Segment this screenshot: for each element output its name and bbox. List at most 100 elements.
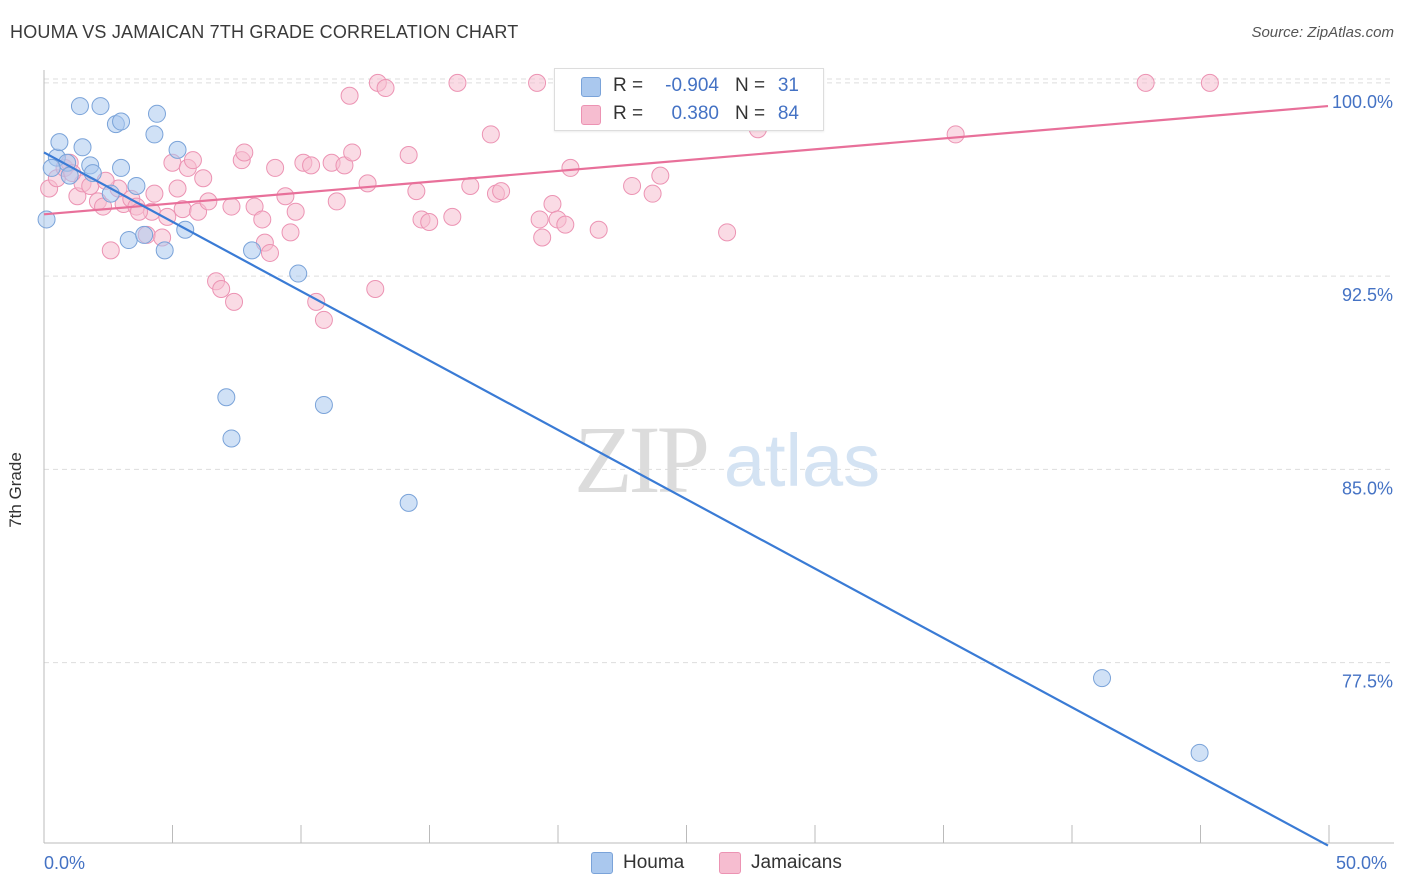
x-tick-label-max: 50.0% <box>1336 853 1388 873</box>
houma-point <box>135 225 154 244</box>
jamaicans-point <box>253 210 272 229</box>
correlation-row-houma: R = -0.904 N = 31 <box>555 73 823 101</box>
jamaicans-point <box>561 158 580 177</box>
houma-point <box>314 395 333 414</box>
watermark-atlas: atlas <box>724 419 880 502</box>
jamaicans-point <box>314 310 333 329</box>
houma-point <box>222 429 241 448</box>
houma-point <box>147 104 166 123</box>
jamaicans-point <box>623 176 642 195</box>
jamaicans-point <box>443 207 462 226</box>
houma-point <box>399 493 418 512</box>
series-legend: Houma Jamaicans <box>0 852 1406 878</box>
houma-swatch <box>581 77 601 97</box>
x-tick-label-min: 0.0% <box>44 853 86 873</box>
chart-title: HOUMA VS JAMAICAN 7TH GRADE CORRELATION … <box>10 22 519 42</box>
legend-item-jamaicans[interactable]: Jamaicans <box>719 852 842 874</box>
legend-item-houma[interactable]: Houma <box>591 852 684 874</box>
r-label: R = <box>613 103 644 124</box>
jamaicans-point <box>340 86 359 105</box>
legend-swatch-houma <box>591 852 613 874</box>
jamaicans-point <box>533 228 552 247</box>
watermark-zip: ZIP <box>574 406 707 513</box>
jamaicans-point <box>260 243 279 262</box>
jamaicans-point <box>366 280 385 299</box>
legend-label-houma: Houma <box>623 852 685 873</box>
jamaicans-point <box>1136 73 1155 92</box>
y-tick-label: 77.5% <box>1342 672 1393 692</box>
n-label: N = <box>735 103 766 124</box>
n-value: 31 <box>777 75 799 96</box>
houma-point <box>50 133 69 152</box>
jamaicans-point <box>589 220 608 239</box>
jamaicans-point <box>643 184 662 203</box>
houma-point <box>243 241 262 260</box>
jamaicans-point <box>235 143 254 162</box>
y-tick-label: 100.0% <box>1332 92 1393 112</box>
jamaicans-point <box>183 151 202 170</box>
r-label: R = <box>613 75 644 96</box>
jamaicans-point <box>376 79 395 98</box>
r-value: 0.380 <box>671 103 719 124</box>
jamaicans-point <box>302 156 321 175</box>
jamaicans-point <box>528 73 547 92</box>
legend-swatch-jamaicans <box>719 852 741 874</box>
jamaicans-point <box>448 73 467 92</box>
houma-point <box>112 158 131 177</box>
r-value: -0.904 <box>665 75 719 96</box>
houma-point <box>168 140 187 159</box>
jamaicans-point <box>358 174 377 193</box>
houma-point <box>217 388 236 407</box>
jamaicans-point <box>343 143 362 162</box>
y-tick-label: 92.5% <box>1342 285 1393 305</box>
houma-point <box>145 125 164 144</box>
houma-point <box>112 112 131 131</box>
y-tick-label: 85.0% <box>1342 478 1393 498</box>
houma-point <box>289 264 308 283</box>
houma-point <box>42 158 61 177</box>
houma-point <box>1190 743 1209 762</box>
jamaicans-point <box>530 210 549 229</box>
y-tick-labels: 100.0% 92.5% 85.0% 77.5% <box>1332 92 1393 692</box>
jamaicans-point <box>399 146 418 165</box>
houma-point <box>119 231 138 250</box>
jamaicans-trend-line <box>43 104 1329 216</box>
jamaicans-swatch <box>581 105 601 125</box>
jamaicans-point <box>286 202 305 221</box>
jamaicans-point <box>461 176 480 195</box>
jamaicans-point <box>481 125 500 144</box>
jamaicans-point <box>145 184 164 203</box>
legend-label-jamaicans: Jamaicans <box>751 852 842 873</box>
houma-point <box>37 210 56 229</box>
jamaicans-point <box>194 169 213 188</box>
houma-point <box>1093 669 1112 688</box>
houma-point <box>73 138 92 157</box>
n-value: 84 <box>777 103 799 124</box>
houma-point <box>70 97 89 116</box>
jamaicans-point <box>276 187 295 206</box>
jamaicans-point <box>543 194 562 213</box>
houma-point <box>91 97 110 116</box>
correlation-row-jamaicans: R = 0.380 N = 84 <box>555 101 823 129</box>
jamaicans-point <box>1200 73 1219 92</box>
jamaicans-point <box>556 215 575 234</box>
houma-point <box>155 241 174 260</box>
houma-points <box>37 97 1209 762</box>
jamaicans-point <box>651 166 670 185</box>
jamaicans-point <box>946 125 965 144</box>
jamaicans-point <box>225 292 244 311</box>
houma-trend-line <box>43 151 1329 847</box>
axes <box>43 70 1394 844</box>
jamaicans-point <box>212 280 231 299</box>
houma-point <box>127 176 146 195</box>
jamaicans-point <box>101 241 120 260</box>
n-label: N = <box>735 75 766 96</box>
jamaicans-point <box>718 223 737 242</box>
correlation-legend: R = -0.904 N = 31 R = 0.380 N = 84 <box>554 68 824 131</box>
jamaicans-point <box>327 192 346 211</box>
jamaicans-point <box>168 179 187 198</box>
jamaicans-point <box>222 197 241 216</box>
jamaicans-point <box>266 158 285 177</box>
watermark: ZIP atlas <box>574 406 880 513</box>
